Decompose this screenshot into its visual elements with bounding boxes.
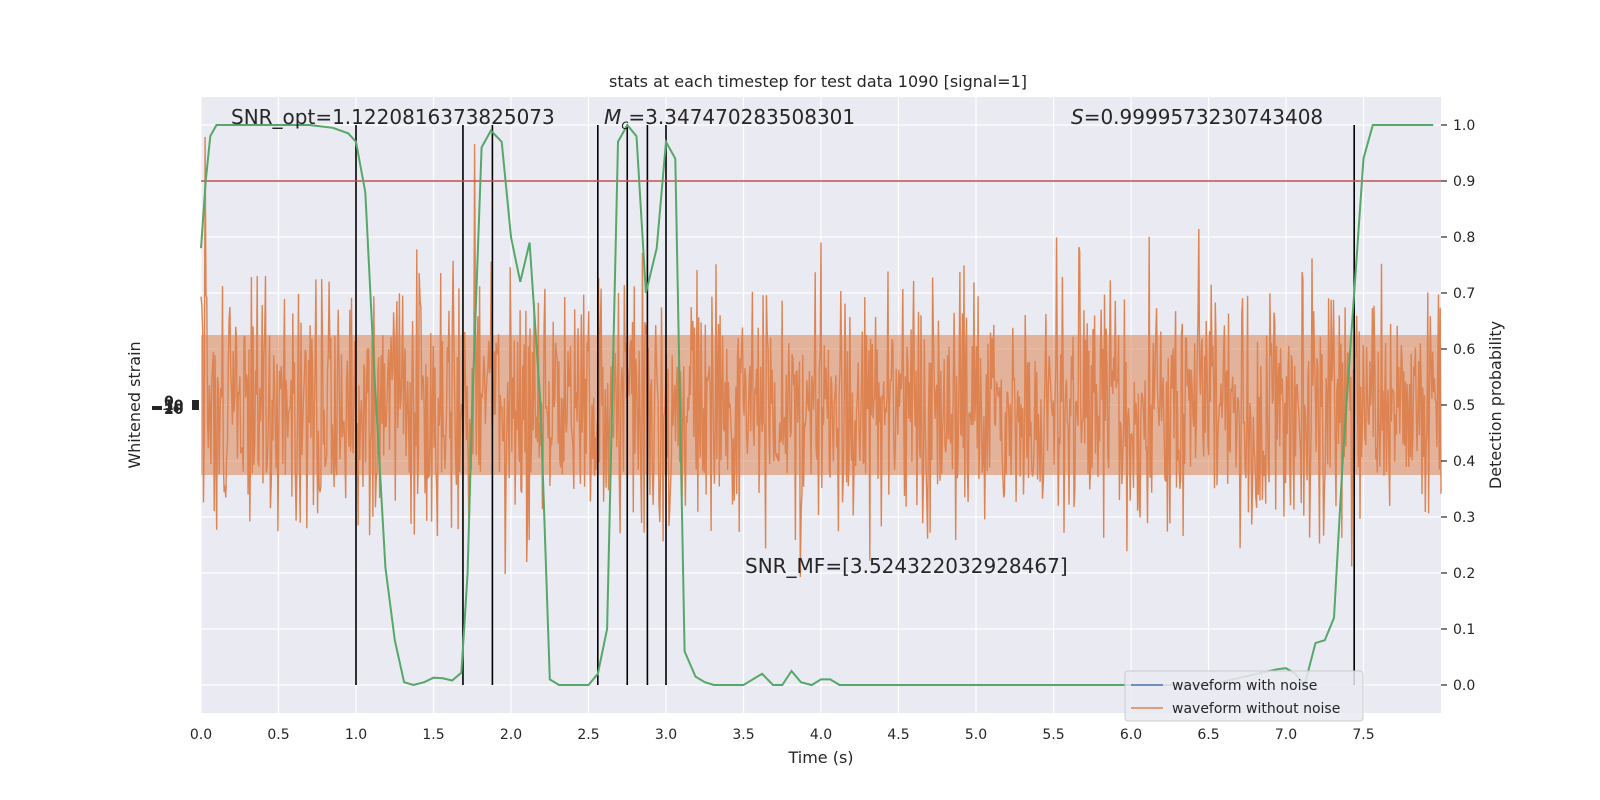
y-right-tick-label: 0.8: [1453, 230, 1475, 246]
x-tick-label: 5.5: [1042, 727, 1064, 743]
x-tick-label: 7.0: [1275, 727, 1297, 743]
x-tick-label: 6.5: [1197, 727, 1219, 743]
y-right-tick-label: 0.4: [1453, 454, 1475, 470]
score-annotation: S=0.9999573230743408: [1071, 105, 1323, 129]
chirp-mass-symbol: M: [604, 105, 621, 129]
y-left-axis-label: Whitened strain: [125, 341, 144, 468]
x-axis-label: Time (s): [787, 748, 853, 767]
x-tick-label: 7.5: [1352, 727, 1374, 743]
left-axis-tick-label: 10: [164, 398, 184, 414]
y-right-tick-label: 0.5: [1453, 398, 1475, 414]
left-axis-tick: [192, 400, 199, 410]
x-tick-label: 1.5: [422, 727, 444, 743]
snr-opt-annotation: SNR_opt=1.1220816373825073: [231, 105, 555, 129]
y-right-tick-label: 0.3: [1453, 510, 1475, 526]
x-tick-label: 6.0: [1120, 727, 1142, 743]
chirp-mass-annotation: Mc=3.347470283508301: [604, 105, 855, 133]
left-axis-tick: [152, 406, 162, 410]
detection-markers: [355, 125, 1355, 685]
score-symbol: S: [1071, 105, 1084, 129]
score-value: =0.9999573230743408: [1084, 105, 1323, 129]
x-tick-label: 1.0: [345, 727, 367, 743]
left-axis-tick-label: 0: [164, 394, 174, 410]
x-tick-label: 2.0: [500, 727, 522, 743]
x-tick-label: 2.5: [577, 727, 599, 743]
x-tick-label: 3.0: [655, 727, 677, 743]
x-tick-label: 3.5: [732, 727, 754, 743]
y-right-tick-label: 1.0: [1453, 118, 1475, 134]
x-tick-label: 4.0: [810, 727, 832, 743]
y-right-tick-label: 0.7: [1453, 286, 1475, 302]
x-tick-labels: 0.0 0.5 1.0 1.5 2.0 2.5 3.0 3.5 4.0 4.5 5.0 5.5 6.0 6…: [190, 727, 1375, 743]
left-axis-tick-label: -10: [163, 405, 179, 415]
y-right-tick-label: 0.9: [1453, 174, 1475, 190]
chart-title: stats at each timestep for test data 109…: [609, 72, 1027, 91]
y-right-tick-labels: 0.0 0.1 0.2 0.3 0.4 0.5 0.6 0.7 0.8 0.9 1.0: [1441, 118, 1475, 694]
x-tick-label: 5.0: [965, 727, 987, 743]
left-axis-tick-labels: -10 0 10 20: [152, 394, 199, 418]
y-right-tick-label: 0.0: [1453, 678, 1475, 694]
legend: waveform with noise waveform without noi…: [1124, 670, 1364, 722]
legend-label-without-noise: waveform without noise: [1172, 701, 1340, 717]
whitened-strain-trace: [200, 136, 1442, 578]
x-tick-label: 0.0: [190, 727, 212, 743]
chirp-mass-subscript: c: [621, 118, 628, 133]
y-right-tick-label: 0.2: [1453, 566, 1475, 582]
x-tick-label: 4.5: [887, 727, 909, 743]
left-axis-tick-label: 20: [164, 402, 184, 418]
y-right-tick-label: 0.6: [1453, 342, 1475, 358]
legend-box: [1124, 670, 1364, 722]
chirp-mass-value: =3.347470283508301: [628, 105, 855, 129]
x-tick-label: 0.5: [267, 727, 289, 743]
snr-mf-annotation: SNR_MF=[3.524322032928467]: [745, 554, 1068, 578]
legend-label-with-noise: waveform with noise: [1172, 678, 1317, 694]
strain-dense-band: [201, 335, 1441, 475]
y-right-tick-label: 0.1: [1453, 622, 1475, 638]
y-right-axis-label: Detection probability: [1486, 321, 1505, 489]
